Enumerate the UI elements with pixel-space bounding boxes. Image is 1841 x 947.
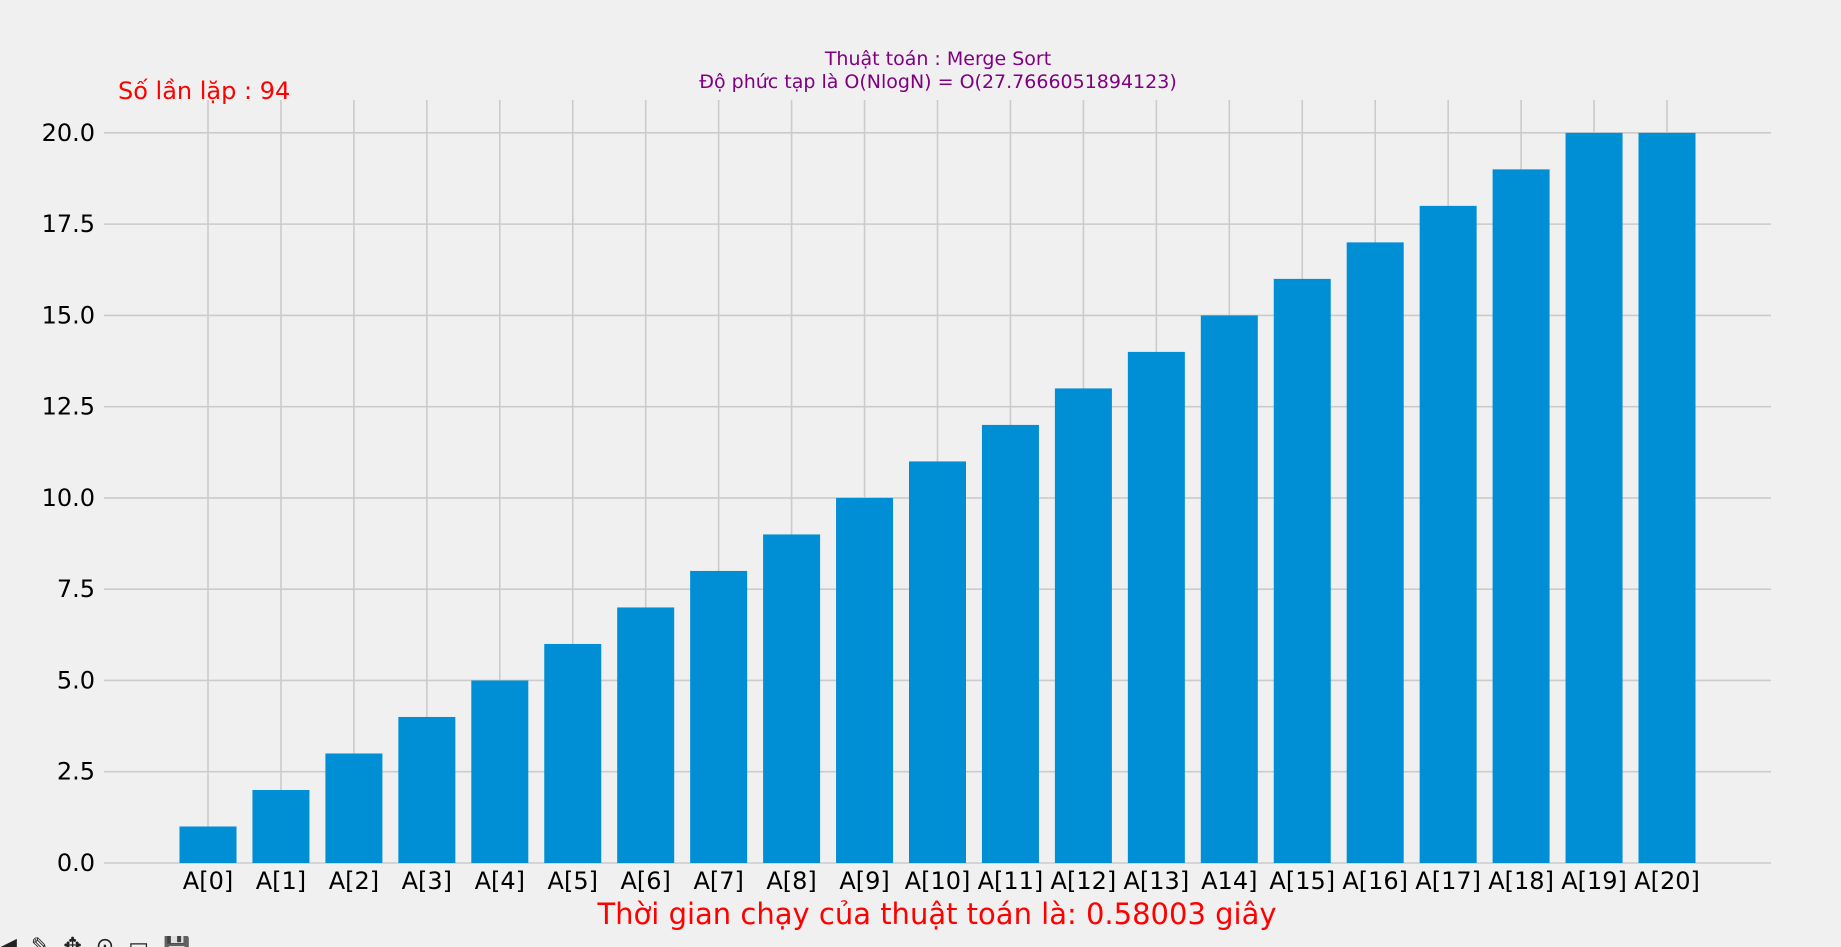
forward-icon[interactable]: ✎ xyxy=(31,936,49,947)
x-tick-label: A[0] xyxy=(183,867,233,895)
bar-2 xyxy=(325,753,383,863)
x-tick-label: A[20] xyxy=(1634,867,1700,895)
iteration-count: Số lần lặp : 94 xyxy=(118,77,290,105)
x-tick-label: A[9] xyxy=(839,867,889,895)
bar-11 xyxy=(981,424,1039,863)
x-tick-label: A[12] xyxy=(1051,867,1117,895)
x-tick-label: A[13] xyxy=(1124,867,1190,895)
bar-17 xyxy=(1419,205,1477,863)
bar-10 xyxy=(909,461,966,863)
x-tick-label: A[8] xyxy=(766,867,816,895)
x-tick-label: A[19] xyxy=(1561,867,1627,895)
zoom-icon[interactable]: ⊙ xyxy=(96,936,114,947)
y-tick-label: 15.0 xyxy=(42,301,95,329)
bars xyxy=(179,132,1696,864)
bar-5 xyxy=(544,643,602,863)
x-tick-label: A[10] xyxy=(905,867,971,895)
bar-9 xyxy=(836,497,894,863)
bar-19 xyxy=(1565,132,1623,864)
x-tick-label: A[5] xyxy=(548,867,598,895)
x-tick-label: A[11] xyxy=(978,867,1044,895)
y-tick-label: 10.0 xyxy=(42,484,95,512)
y-tick-label: 0.0 xyxy=(57,849,95,877)
y-tick-label: 17.5 xyxy=(42,210,95,238)
bar-7 xyxy=(690,570,748,863)
y-tick-label: 7.5 xyxy=(57,575,95,603)
runtime-text: Thời gian chạy của thuật toán là: 0.5800… xyxy=(596,897,1276,931)
chart-title-line-1: Thuật toán : Merge Sort xyxy=(824,48,1051,70)
y-axis-ticks: 0.0 2.5 5.0 7.5 10.0 12.5 15.0 17.5 20.0 xyxy=(42,119,95,877)
bar-0 xyxy=(179,826,237,863)
x-tick-label: A[4] xyxy=(475,867,525,895)
y-tick-label: 20.0 xyxy=(42,119,95,147)
bar-18 xyxy=(1492,169,1550,863)
pan-icon[interactable]: ✥ xyxy=(63,936,81,947)
bar-6 xyxy=(617,607,675,863)
x-tick-label: A[3] xyxy=(402,867,452,895)
back-icon[interactable]: ◀ xyxy=(0,936,17,947)
bar-13 xyxy=(1127,351,1185,863)
configure-icon[interactable]: ▭ xyxy=(128,936,149,947)
x-tick-label: A[6] xyxy=(620,867,670,895)
bar-4 xyxy=(471,680,529,863)
x-tick-label: A[17] xyxy=(1415,867,1481,895)
bar-12 xyxy=(1054,388,1112,863)
bar-20 xyxy=(1638,132,1696,864)
bar-1 xyxy=(252,789,310,863)
chart-title-line-2: Độ phức tạp là O(NlogN) = O(27.766605189… xyxy=(699,71,1177,93)
y-tick-label: 5.0 xyxy=(57,666,95,694)
x-axis-ticks: A[0] A[1] A[2] A[3] A[4] A[5] A[6] A[7] A[8] A[9]… xyxy=(183,867,1700,895)
save-icon[interactable]: 💾 xyxy=(163,936,190,947)
x-tick-label: A[15] xyxy=(1269,867,1335,895)
toolbar: ◀ ✎ ✥ ⊙ ▭ 💾 xyxy=(0,936,260,947)
y-tick-label: 2.5 xyxy=(57,758,95,786)
x-tick-label: A[16] xyxy=(1342,867,1408,895)
bar-3 xyxy=(398,716,456,863)
x-tick-label: A[1] xyxy=(256,867,306,895)
bar-8 xyxy=(763,534,821,863)
bar-16 xyxy=(1346,242,1404,863)
x-tick-label: A14] xyxy=(1201,867,1257,895)
x-tick-label: A[7] xyxy=(693,867,743,895)
bar-14 xyxy=(1200,315,1258,863)
x-tick-label: A[18] xyxy=(1488,867,1554,895)
x-tick-label: A[2] xyxy=(329,867,379,895)
bar-15 xyxy=(1273,278,1331,864)
y-tick-label: 12.5 xyxy=(42,393,95,421)
